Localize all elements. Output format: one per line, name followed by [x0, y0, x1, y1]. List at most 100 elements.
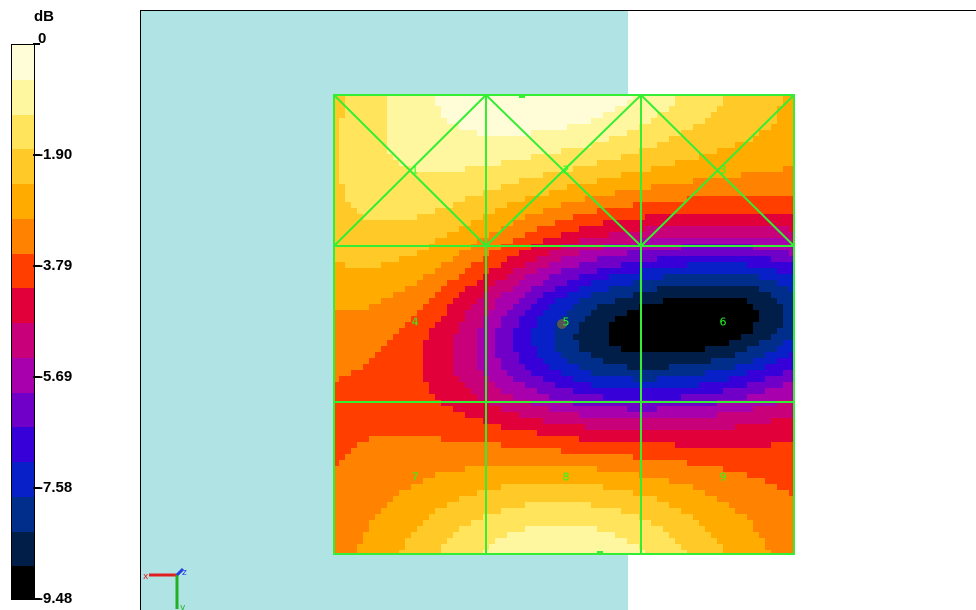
contour-cell: [513, 316, 520, 323]
contour-cell: [561, 424, 568, 431]
contour-cell: [657, 184, 664, 191]
contour-cell: [399, 376, 406, 383]
contour-cell: [393, 184, 400, 191]
contour-cell: [429, 250, 436, 257]
contour-cell: [675, 460, 682, 467]
contour-cell: [615, 106, 622, 113]
contour-cell: [615, 310, 622, 317]
contour-cell: [549, 346, 556, 353]
contour-cell: [393, 172, 400, 179]
contour-cell: [753, 436, 760, 443]
contour-cell: [669, 172, 676, 179]
contour-cell: [561, 232, 568, 239]
contour-cell: [639, 418, 646, 425]
contour-cell: [579, 136, 586, 143]
contour-cell: [519, 382, 526, 389]
contour-cell: [555, 256, 562, 263]
contour-cell: [651, 400, 658, 407]
contour-cell: [339, 286, 346, 293]
contour-cell: [429, 268, 436, 275]
contour-cell: [381, 178, 388, 185]
contour-cell: [771, 160, 778, 167]
contour-cell: [789, 436, 795, 443]
contour-cell: [555, 316, 562, 323]
contour-cell: [345, 268, 352, 275]
contour-cell: [435, 376, 442, 383]
contour-cell: [495, 154, 502, 161]
contour-cell: [693, 424, 700, 431]
contour-cell: [591, 124, 598, 131]
contour-cell: [597, 184, 604, 191]
contour-cell: [453, 394, 460, 401]
contour-cell: [573, 466, 580, 473]
contour-cell: [381, 454, 388, 461]
contour-cell: [777, 214, 784, 221]
contour-cell: [429, 400, 436, 407]
contour-cell: [675, 106, 682, 113]
contour-cell: [333, 160, 340, 167]
contour-cell: [465, 334, 472, 341]
contour-cell: [639, 280, 646, 287]
contour-cell: [753, 196, 760, 203]
contour-cell: [393, 298, 400, 305]
contour-cell: [543, 118, 550, 125]
contour-cell: [687, 148, 694, 155]
contour-cell: [669, 166, 676, 173]
contour-cell: [531, 202, 538, 209]
contour-cell: [657, 424, 664, 431]
contour-cell: [465, 178, 472, 185]
contour-cell: [741, 358, 748, 365]
contour-cell: [693, 202, 700, 209]
contour-cell: [507, 142, 514, 149]
contour-cell: [357, 220, 364, 227]
contour-cell: [333, 208, 340, 215]
contour-cell: [645, 142, 652, 149]
contour-cell: [393, 460, 400, 467]
contour-cell: [351, 124, 358, 131]
contour-cell: [423, 274, 430, 281]
contour-cell: [771, 220, 778, 227]
contour-cell: [687, 130, 694, 137]
contour-cell: [435, 478, 442, 485]
contour-cell: [375, 388, 382, 395]
contour-cell: [711, 346, 718, 353]
contour-cell: [681, 250, 688, 257]
contour-cell: [345, 352, 352, 359]
contour-cell: [369, 454, 376, 461]
contour-cell: [393, 112, 400, 119]
contour-cell: [609, 334, 616, 341]
contour-cell: [609, 130, 616, 137]
contour-cell: [411, 442, 418, 449]
contour-cell: [429, 322, 436, 329]
contour-cell: [609, 292, 616, 299]
contour-cell: [453, 436, 460, 443]
contour-cell: [663, 418, 670, 425]
contour-cell: [513, 442, 520, 449]
contour-cell: [561, 106, 568, 113]
contour-cell: [381, 460, 388, 467]
contour-cell: [399, 298, 406, 305]
contour-cell: [723, 364, 730, 371]
contour-cell: [525, 316, 532, 323]
contour-cell: [573, 274, 580, 281]
contour-cell: [351, 394, 358, 401]
contour-cell: [675, 352, 682, 359]
contour-cell: [621, 142, 628, 149]
contour-cell: [675, 280, 682, 287]
contour-cell: [561, 250, 568, 257]
contour-cell: [501, 208, 508, 215]
contour-cell: [537, 466, 544, 473]
contour-cell: [735, 418, 742, 425]
contour-cell: [729, 418, 736, 425]
contour-cell: [771, 418, 778, 425]
contour-cell: [507, 214, 514, 221]
contour-cell: [681, 238, 688, 245]
contour-cell: [573, 352, 580, 359]
contour-cell: [597, 358, 604, 365]
contour-cell: [591, 328, 598, 335]
contour-cell: [657, 298, 664, 305]
contour-cell: [789, 388, 795, 395]
contour-cell: [501, 394, 508, 401]
contour-cell: [453, 472, 460, 479]
